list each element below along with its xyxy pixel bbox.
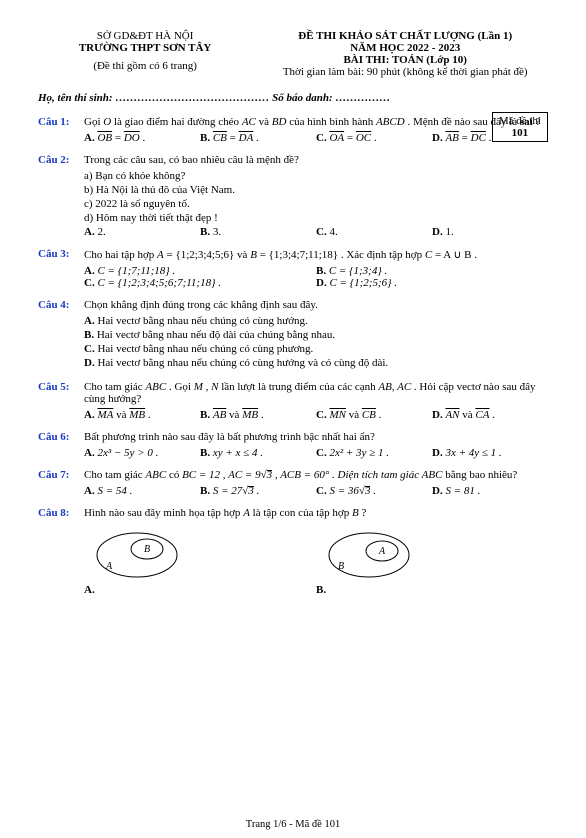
q2-opt-b: B. 3. [200, 226, 316, 238]
q3-opt-b: B. C = {1;3;4} . [316, 265, 548, 277]
page-footer: Trang 1/6 - Mã đề 101 [0, 819, 586, 830]
q5-opt-d: D. AN và CA . [432, 409, 548, 421]
q8-opt-a: A B A. [84, 525, 316, 596]
exam-title: ĐỀ THI KHẢO SÁT CHẤT LƯỢNG (Lần 1) [262, 30, 548, 42]
name-label: Họ, tên thí sinh: [38, 92, 113, 104]
q7-opt-b: B. S = 273 . [200, 485, 316, 497]
q4-opt-d: D. Hai vectơ bằng nhau nếu chúng có cùng… [84, 357, 548, 369]
duration-line: Thời gian làm bài: 90 phút (không kể thờ… [262, 66, 548, 78]
q7-opt-a: A. S = 54 . [84, 485, 200, 497]
page-count-note: (Đề thi gồm có 6 trang) [38, 60, 252, 72]
q1-opt-a: A. OB = DO . [84, 132, 200, 144]
q7-label: Câu 7: [38, 469, 84, 497]
q4-label: Câu 4: [38, 299, 84, 371]
question-3: Câu 3: Cho hai tập hợp A = {1;2;3;4;5;6}… [38, 248, 548, 289]
q8-stem: Hình nào sau đây minh họa tập hợp A là t… [84, 507, 548, 519]
svg-text:A: A [378, 546, 386, 557]
question-2: Câu 2: Trong các câu sau, có bao nhiêu c… [38, 154, 548, 238]
q3-opt-a: A. C = {1;7;11;18} . [84, 265, 316, 277]
q3-opt-c: C. C = {1;2;3;4;5;6;7;11;18} . [84, 277, 316, 289]
q1-label: Câu 1: [38, 116, 84, 144]
school-line: TRƯỜNG THPT SƠN TÂY [38, 42, 252, 54]
q4-stem: Chọn khẳng định đúng trong các khẳng địn… [84, 299, 548, 311]
q4-opt-a: A. Hai vectơ bằng nhau nếu chúng có cùng… [84, 315, 548, 327]
q6-stem: Bất phương trình nào sau đây là bất phươ… [84, 431, 548, 443]
q8-opt-b: A B B. [316, 525, 548, 596]
candidate-line: Họ, tên thí sinh: …………………………………… Số báo … [38, 92, 548, 104]
venn-diagram-a: A B [92, 525, 182, 584]
dept-line: SỞ GD&ĐT HÀ NỘI [38, 30, 252, 42]
question-4: Câu 4: Chọn khẳng định đúng trong các kh… [38, 299, 548, 371]
question-8: Câu 8: Hình nào sau đây minh họa tập hợp… [38, 507, 548, 596]
q7-opt-d: D. S = 81 . [432, 485, 548, 497]
q3-label: Câu 3: [38, 248, 84, 289]
q3-opt-d: D. C = {1;2;5;6} . [316, 277, 548, 289]
q5-label: Câu 5: [38, 381, 84, 421]
q6-opt-a: A. 2x³ − 5y > 0 . [84, 447, 200, 459]
venn-diagram-b: A B [324, 525, 414, 584]
exam-code-label: Mã đề thi [499, 115, 541, 127]
q6-opt-c: C. 2x² + 3y ≥ 1 . [316, 447, 432, 459]
q1-opt-c: C. OA = OC . [316, 132, 432, 144]
year-line: NĂM HỌC 2022 - 2023 [262, 42, 548, 54]
subject-line: BÀI THI: TOÁN (Lớp 10) [262, 54, 548, 66]
q1-stem: Gọi O là giao điểm hai đường chéo AC và … [84, 116, 548, 128]
q2-label: Câu 2: [38, 154, 84, 238]
q2-opt-c: C. 4. [316, 226, 432, 238]
q6-opt-d: D. 3x + 4y ≤ 1 . [432, 447, 548, 459]
q6-label: Câu 6: [38, 431, 84, 459]
svg-text:A: A [105, 561, 113, 572]
svg-text:B: B [144, 544, 150, 555]
q6-opt-b: B. xy + x ≤ 4 . [200, 447, 316, 459]
q5-opt-b: B. AB và MB . [200, 409, 316, 421]
q2-sub-b: b) Hà Nội là thủ đô của Việt Nam. [84, 184, 548, 196]
question-1: Câu 1: Gọi O là giao điểm hai đường chéo… [38, 116, 548, 144]
q2-sub-a: a) Bạn có khỏe không? [84, 170, 548, 182]
question-7: Câu 7: Cho tam giác ABC có BC = 12 , AC … [38, 469, 548, 497]
q5-stem: Cho tam giác ABC . Gọi M , N lần lượt là… [84, 381, 548, 405]
q2-sub-c: c) 2022 là số nguyên tố. [84, 198, 548, 210]
q2-sub-d: d) Hôm nay thời tiết thật đẹp ! [84, 212, 548, 224]
q8-label: Câu 8: [38, 507, 84, 596]
q7-opt-c: C. S = 363 . [316, 485, 432, 497]
exam-code-box: Mã đề thi 101 [492, 112, 548, 142]
q1-opt-b: B. CB = DA . [200, 132, 316, 144]
q5-opt-c: C. MN và CB . [316, 409, 432, 421]
q2-opt-d: D. 1. [432, 226, 548, 238]
q2-opt-a: A. 2. [84, 226, 200, 238]
exam-code: 101 [499, 127, 541, 139]
q3-stem: Cho hai tập hợp A = {1;2;3;4;5;6} và B =… [84, 248, 548, 261]
q7-stem: Cho tam giác ABC có BC = 12 , AC = 93 , … [84, 469, 548, 481]
id-label: Số báo danh: [272, 92, 333, 104]
question-6: Câu 6: Bất phương trình nào sau đây là b… [38, 431, 548, 459]
exam-header: SỞ GD&ĐT HÀ NỘI TRƯỜNG THPT SƠN TÂY (Đề … [38, 30, 548, 78]
question-5: Câu 5: Cho tam giác ABC . Gọi M , N lần … [38, 381, 548, 421]
q5-opt-a: A. MA và MB . [84, 409, 200, 421]
q2-stem: Trong các câu sau, có bao nhiêu câu là m… [84, 154, 548, 166]
q4-opt-c: C. Hai vectơ bằng nhau nếu chúng có cùng… [84, 343, 548, 355]
svg-text:B: B [338, 561, 344, 572]
q4-opt-b: B. Hai vectơ bằng nhau nếu độ dài của ch… [84, 329, 548, 341]
